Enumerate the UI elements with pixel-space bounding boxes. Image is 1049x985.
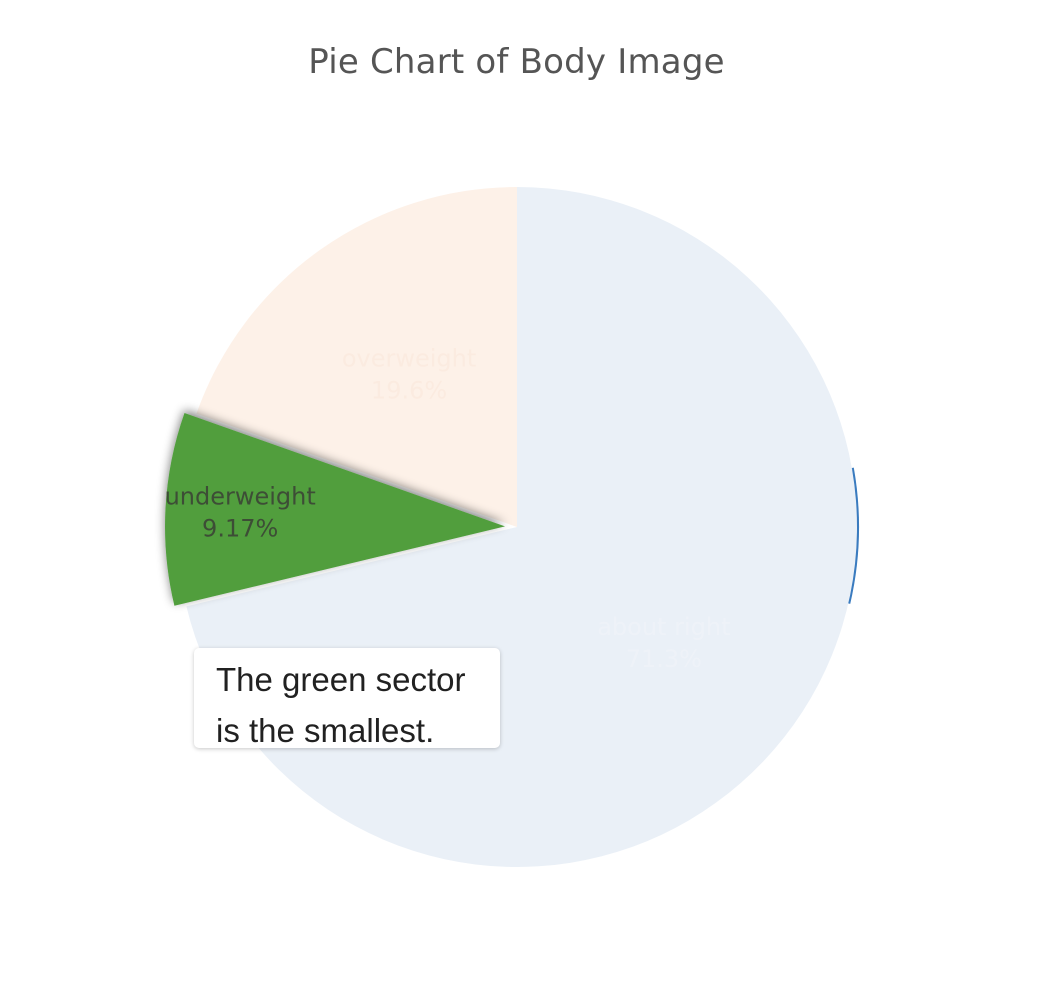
annotation-line-1: The green sector	[216, 661, 466, 698]
pie-slice-overweight	[196, 186, 517, 527]
slice-label-about-right: about right	[597, 613, 730, 641]
slice-label-underweight: underweight	[165, 483, 316, 511]
slice-value-about-right: 71.3%	[626, 645, 702, 673]
slice-label-overweight: overweight	[342, 344, 476, 372]
slice-value-underweight: 9.17%	[202, 515, 278, 543]
pie-slice-underweight	[165, 412, 506, 606]
annotation-line-2: is the smallest.	[216, 712, 435, 749]
chart-title: Pie Chart of Body Image	[308, 42, 725, 82]
annotation-callout: The green sector is the smallest.	[194, 648, 500, 749]
slice-value-overweight: 19.6%	[371, 376, 447, 404]
